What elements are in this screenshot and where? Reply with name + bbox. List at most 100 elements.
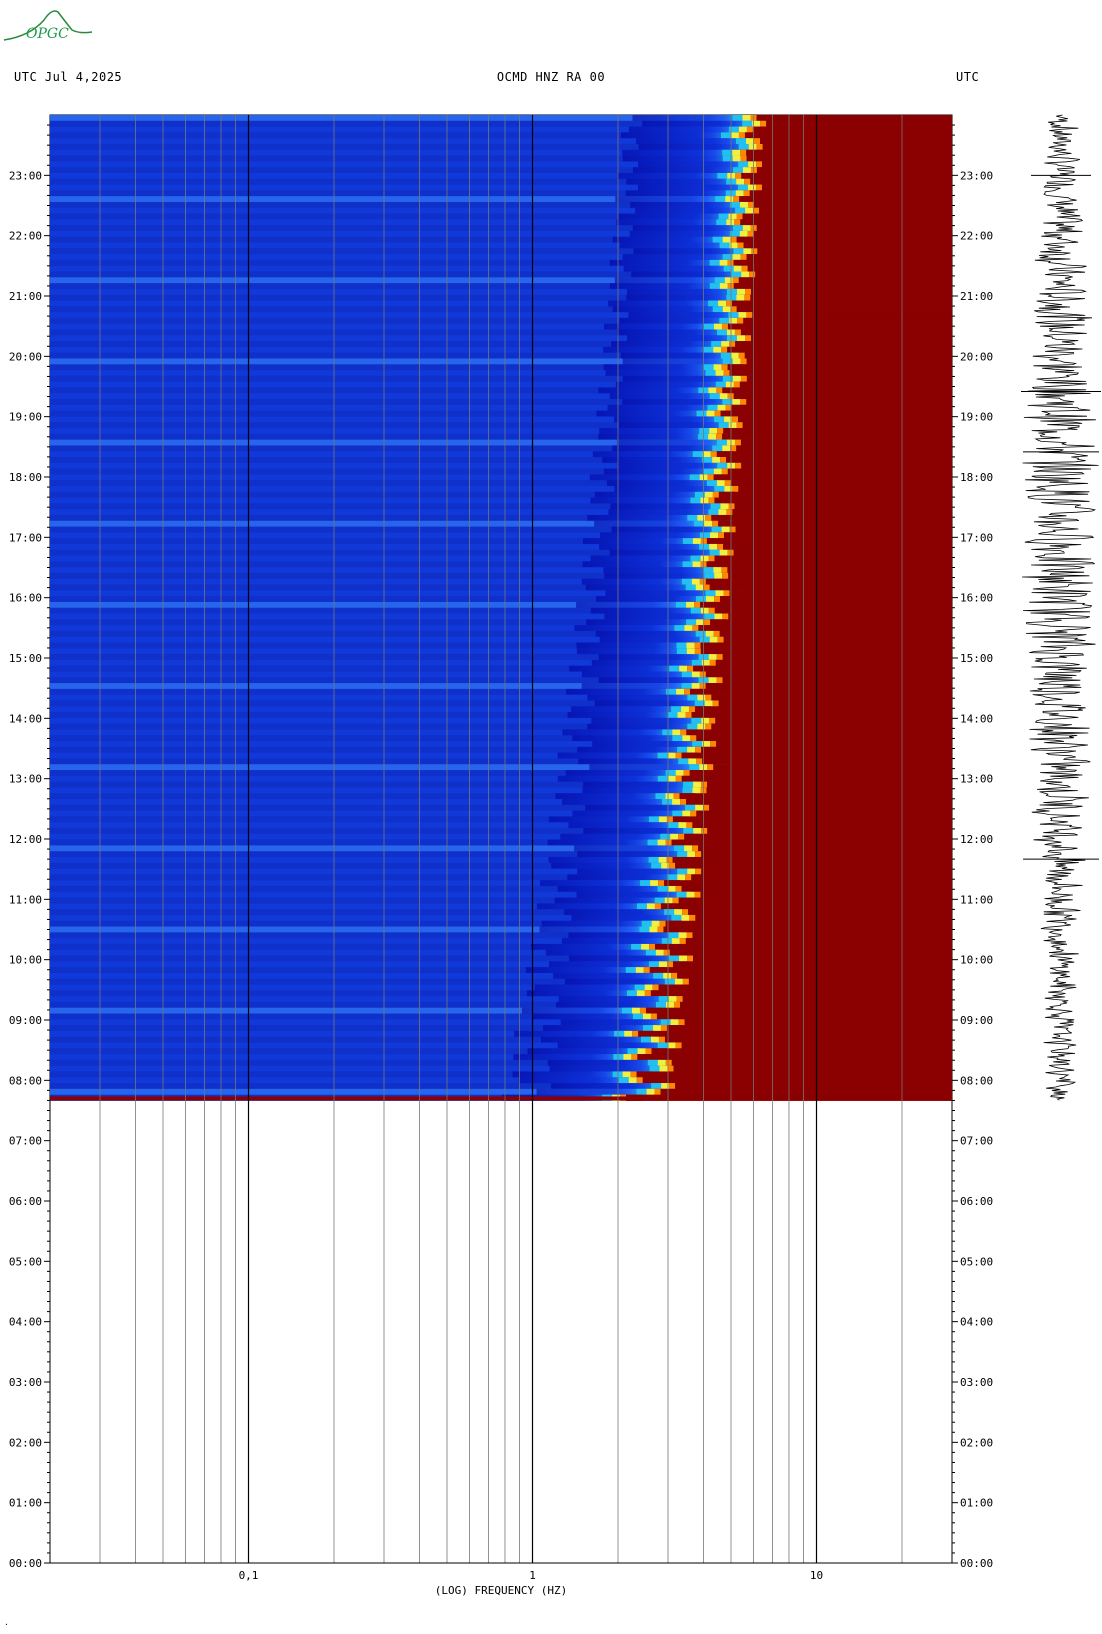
spectrogram-row [50,294,767,301]
spectrogram-row [50,856,689,864]
spectrogram-cyan-band [651,1083,662,1090]
spectrogram-orange-band [744,178,751,186]
spectrogram-cyan-band [686,619,697,626]
y-tick-label-left: 20:00 [9,350,42,363]
spectrogram-yellow-band [687,746,696,754]
spectrogram-row [50,468,744,475]
spectrogram-cyan-band [711,526,722,533]
spectrogram-orange-band [708,497,715,504]
spectrogram-row-gradient [618,422,759,429]
spectrogram-saturated-band [698,625,952,632]
spectrogram-orange-band [678,1019,685,1026]
spectrogram-orange-band [738,352,745,359]
spectrogram-row-gradient [581,683,722,690]
spectrogram-row [50,549,750,557]
spectrogram-saturated-band [645,1007,952,1014]
spectrogram-orange-band [722,613,729,620]
spectrogram-yellow-band [693,827,702,835]
spectrogram-orange-band [760,120,767,128]
spectrogram-row [50,903,677,910]
spectrogram-yellow-band [659,1065,668,1072]
spectrogram-yellow-band [687,851,696,858]
spectrogram-row-gradient [622,155,763,162]
spectrogram-cyan-band [718,422,729,429]
spectrogram-orange-band [747,230,754,238]
spectrogram-yellow-band [724,416,733,423]
spectrogram-yellow-band [710,532,719,539]
y-tick-label-right: 13:00 [960,773,993,786]
spectrogram-saturated-band [733,283,952,290]
spectrogram-orange-band [650,1013,657,1020]
spectrogram-orange-band [699,578,706,586]
spectrogram-plot-area [49,114,953,1564]
spectrogram-yellow-band [721,341,730,348]
spectrogram-saturated-band [673,1065,952,1072]
spectrogram-yellow-band [668,996,677,1003]
spectrogram-yellow-band [670,833,679,841]
spectrogram-row-gradient [578,758,719,765]
spectrogram-row [50,410,737,417]
y-tick-label-left: 07:00 [9,1135,42,1148]
spectrogram-cyan-band [732,167,743,174]
spectrogram-row-gradient [603,567,744,574]
spectrogram-yellow-band [713,323,722,330]
spectrogram-row-gradient [623,265,764,273]
spectrogram-cyan-band [632,1013,643,1020]
spectrogram-orange-band [705,514,712,522]
spectrogram-yellow-band [713,346,722,354]
spectrogram-row-gradient [585,804,726,812]
spectrogram-cyan-band [689,474,700,481]
spectrogram-orange-band [649,943,656,951]
spectrogram-orange-band [717,543,724,551]
spectrogram-orange-band [721,567,728,574]
spectrogram-saturated-band [742,422,952,429]
spectrogram-cyan-band [641,920,652,928]
spectrogram-saturated-band [692,822,952,829]
spectrogram-saturated-band [732,509,952,516]
spectrogram-row-gradient [626,294,767,301]
spectrogram-cyan-band [719,317,730,325]
spectrogram-yellow-band [644,984,653,991]
spectrogram-orange-band [714,596,721,603]
spectrogram-row [50,485,755,493]
spectrogram-row-gradient [583,827,724,835]
spectrogram-row-gradient [638,161,779,168]
spectrogram-yellow-band [725,196,734,203]
spectrogram-cyan-band [715,381,726,388]
spectrogram-row-gradient [608,509,749,516]
spectrogram-row-gradient [590,497,731,504]
spectrogram-row-gradient [586,619,727,626]
y-tick-label-left: 03:00 [9,1376,42,1389]
spectrogram-saturated-band [727,346,952,354]
spectrogram-yellow-band [719,259,728,267]
spectrogram-saturated-band [677,972,952,980]
spectrogram-row-gradient [632,115,773,122]
spectrogram-cyan-band [662,729,673,736]
spectrogram-saturated-band [664,1036,952,1043]
spectrogram-saturated-band [665,920,952,928]
spectrogram-yellow-band [646,903,655,910]
spectrogram-row [50,329,757,336]
spectrogram-row [50,172,758,180]
spectrogram-row [50,370,746,377]
spectrogram-row-gradient [612,306,753,313]
spectrogram-row-gradient [560,1019,701,1026]
spectrogram-orange-band [654,1088,661,1096]
spectrogram-yellow-band [661,862,670,870]
spectrogram-cyan-band [711,341,722,348]
spectrogram-row-gradient [571,706,712,713]
y-tick-label-right: 01:00 [960,1497,993,1510]
spectrogram-cyan-band [657,885,668,893]
spectrogram-orange-band [740,399,747,406]
spectrogram-orange-band [740,155,747,162]
spectrogram-row-gradient [536,1088,677,1096]
spectrogram-cyan-band [676,642,687,649]
y-tick-label-left: 16:00 [9,592,42,605]
spectrogram-saturated-band [723,543,952,551]
spectrogram-row [50,764,730,771]
spectrogram-row [50,572,745,580]
spectrogram-saturated-band [756,225,952,232]
spectrogram-yellow-band [679,955,688,962]
spectrogram-yellow-band [730,352,739,359]
spectrogram-yellow-band [658,856,667,864]
